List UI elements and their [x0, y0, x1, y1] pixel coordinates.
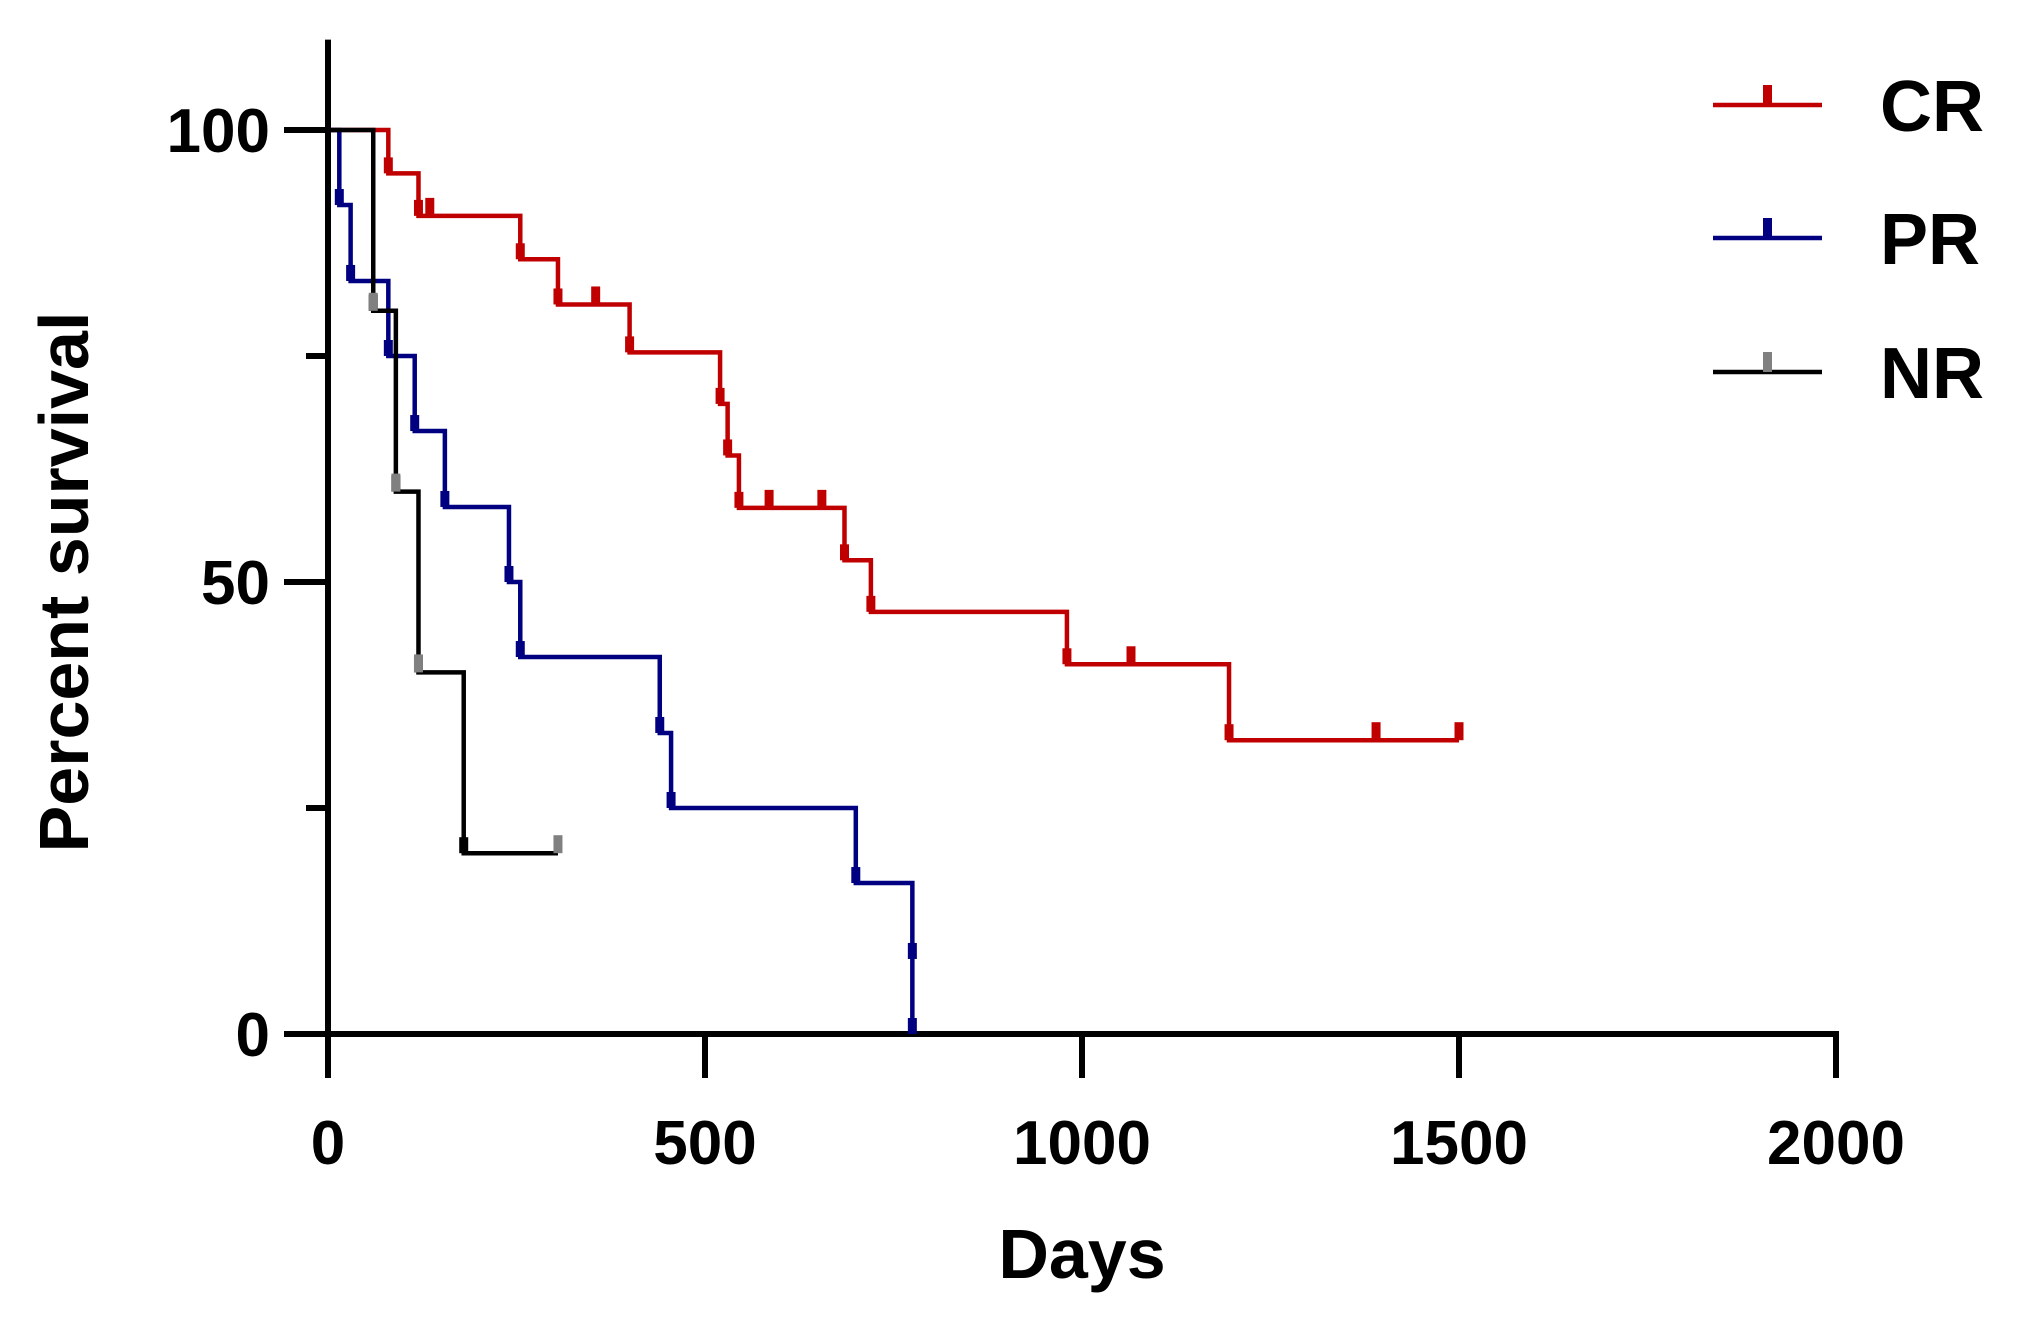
series-line-nr: [328, 127, 558, 856]
legend-item-nr: NR: [1713, 334, 1984, 414]
x-tick-label: 2000: [1767, 1109, 1905, 1178]
legend-item-pr: PR: [1713, 200, 1980, 280]
legend: CR PR NR: [1713, 67, 1984, 414]
legend-label: NR: [1880, 334, 1984, 414]
series-nr: [328, 127, 563, 856]
x-tick-label: 1000: [1013, 1109, 1151, 1178]
legend-label: PR: [1880, 200, 1980, 280]
series-line-cr: [328, 127, 1459, 743]
x-tick-label: 1500: [1390, 1109, 1528, 1178]
axes: 0 500 1000 1500 2000 0 50 100 Days Percent surviv…: [25, 39, 1905, 1293]
y-tick-label: 0: [236, 1001, 270, 1070]
series-layer: [328, 127, 1464, 1034]
y-axis-label: Percent survival: [25, 312, 103, 853]
x-axis-label: Days: [998, 1215, 1165, 1293]
x-tick-label: 0: [311, 1109, 345, 1178]
y-tick-label: 100: [167, 97, 270, 166]
y-tick-label: 50: [201, 549, 270, 618]
series-line-pr: [328, 127, 915, 1034]
x-tick-label: 500: [653, 1109, 756, 1178]
legend-item-cr: CR: [1713, 67, 1984, 147]
series-pr: [328, 127, 917, 1034]
legend-label: CR: [1880, 67, 1984, 147]
series-cr: [328, 127, 1464, 743]
